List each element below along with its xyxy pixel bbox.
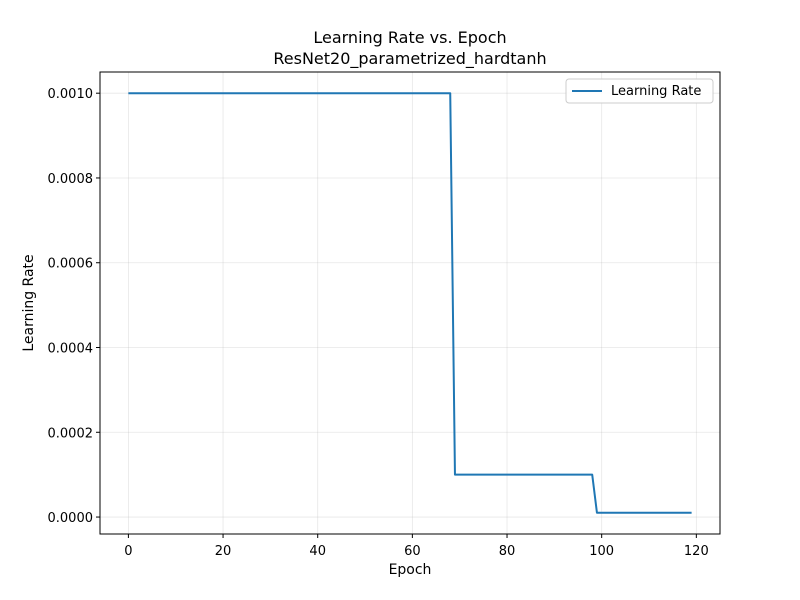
- y-axis-label: Learning Rate: [21, 254, 37, 351]
- legend-label-learning-rate: Learning Rate: [611, 84, 701, 99]
- y-tick-label: 0.0008: [48, 172, 94, 187]
- y-tick-label: 0.0006: [48, 257, 94, 272]
- legend-box: [565, 78, 714, 104]
- x-tick-label: 100: [589, 544, 614, 559]
- y-tick-label: 0.0000: [48, 511, 94, 526]
- plot-frame: [99, 71, 721, 535]
- chart-subtitle: ResNet20_parametrized_hardtanh: [273, 49, 546, 69]
- plot-area: [100, 72, 720, 534]
- y-tick-label: 0.0002: [48, 426, 94, 441]
- x-tick-label: 0: [124, 544, 132, 559]
- series-line-learning-rate: [128, 92, 692, 514]
- x-tick-label: 120: [684, 544, 709, 559]
- y-tick-label: 0.0004: [48, 342, 94, 357]
- x-tick-label: 20: [215, 544, 232, 559]
- x-tick-label: 80: [499, 544, 516, 559]
- y-tick-label: 0.0010: [48, 87, 94, 102]
- tick-layer: 0 20 40 60 80 100 120 0.0000 0.0002 0.0004 0.0006 0…: [48, 87, 709, 559]
- chart-title: Learning Rate vs. Epoch: [313, 28, 506, 47]
- x-tick-label: 60: [404, 544, 421, 559]
- x-axis-label: Epoch: [389, 562, 432, 578]
- series-layer: [128, 92, 692, 514]
- x-tick-label: 40: [309, 544, 326, 559]
- legend: Learning Rate: [565, 78, 714, 104]
